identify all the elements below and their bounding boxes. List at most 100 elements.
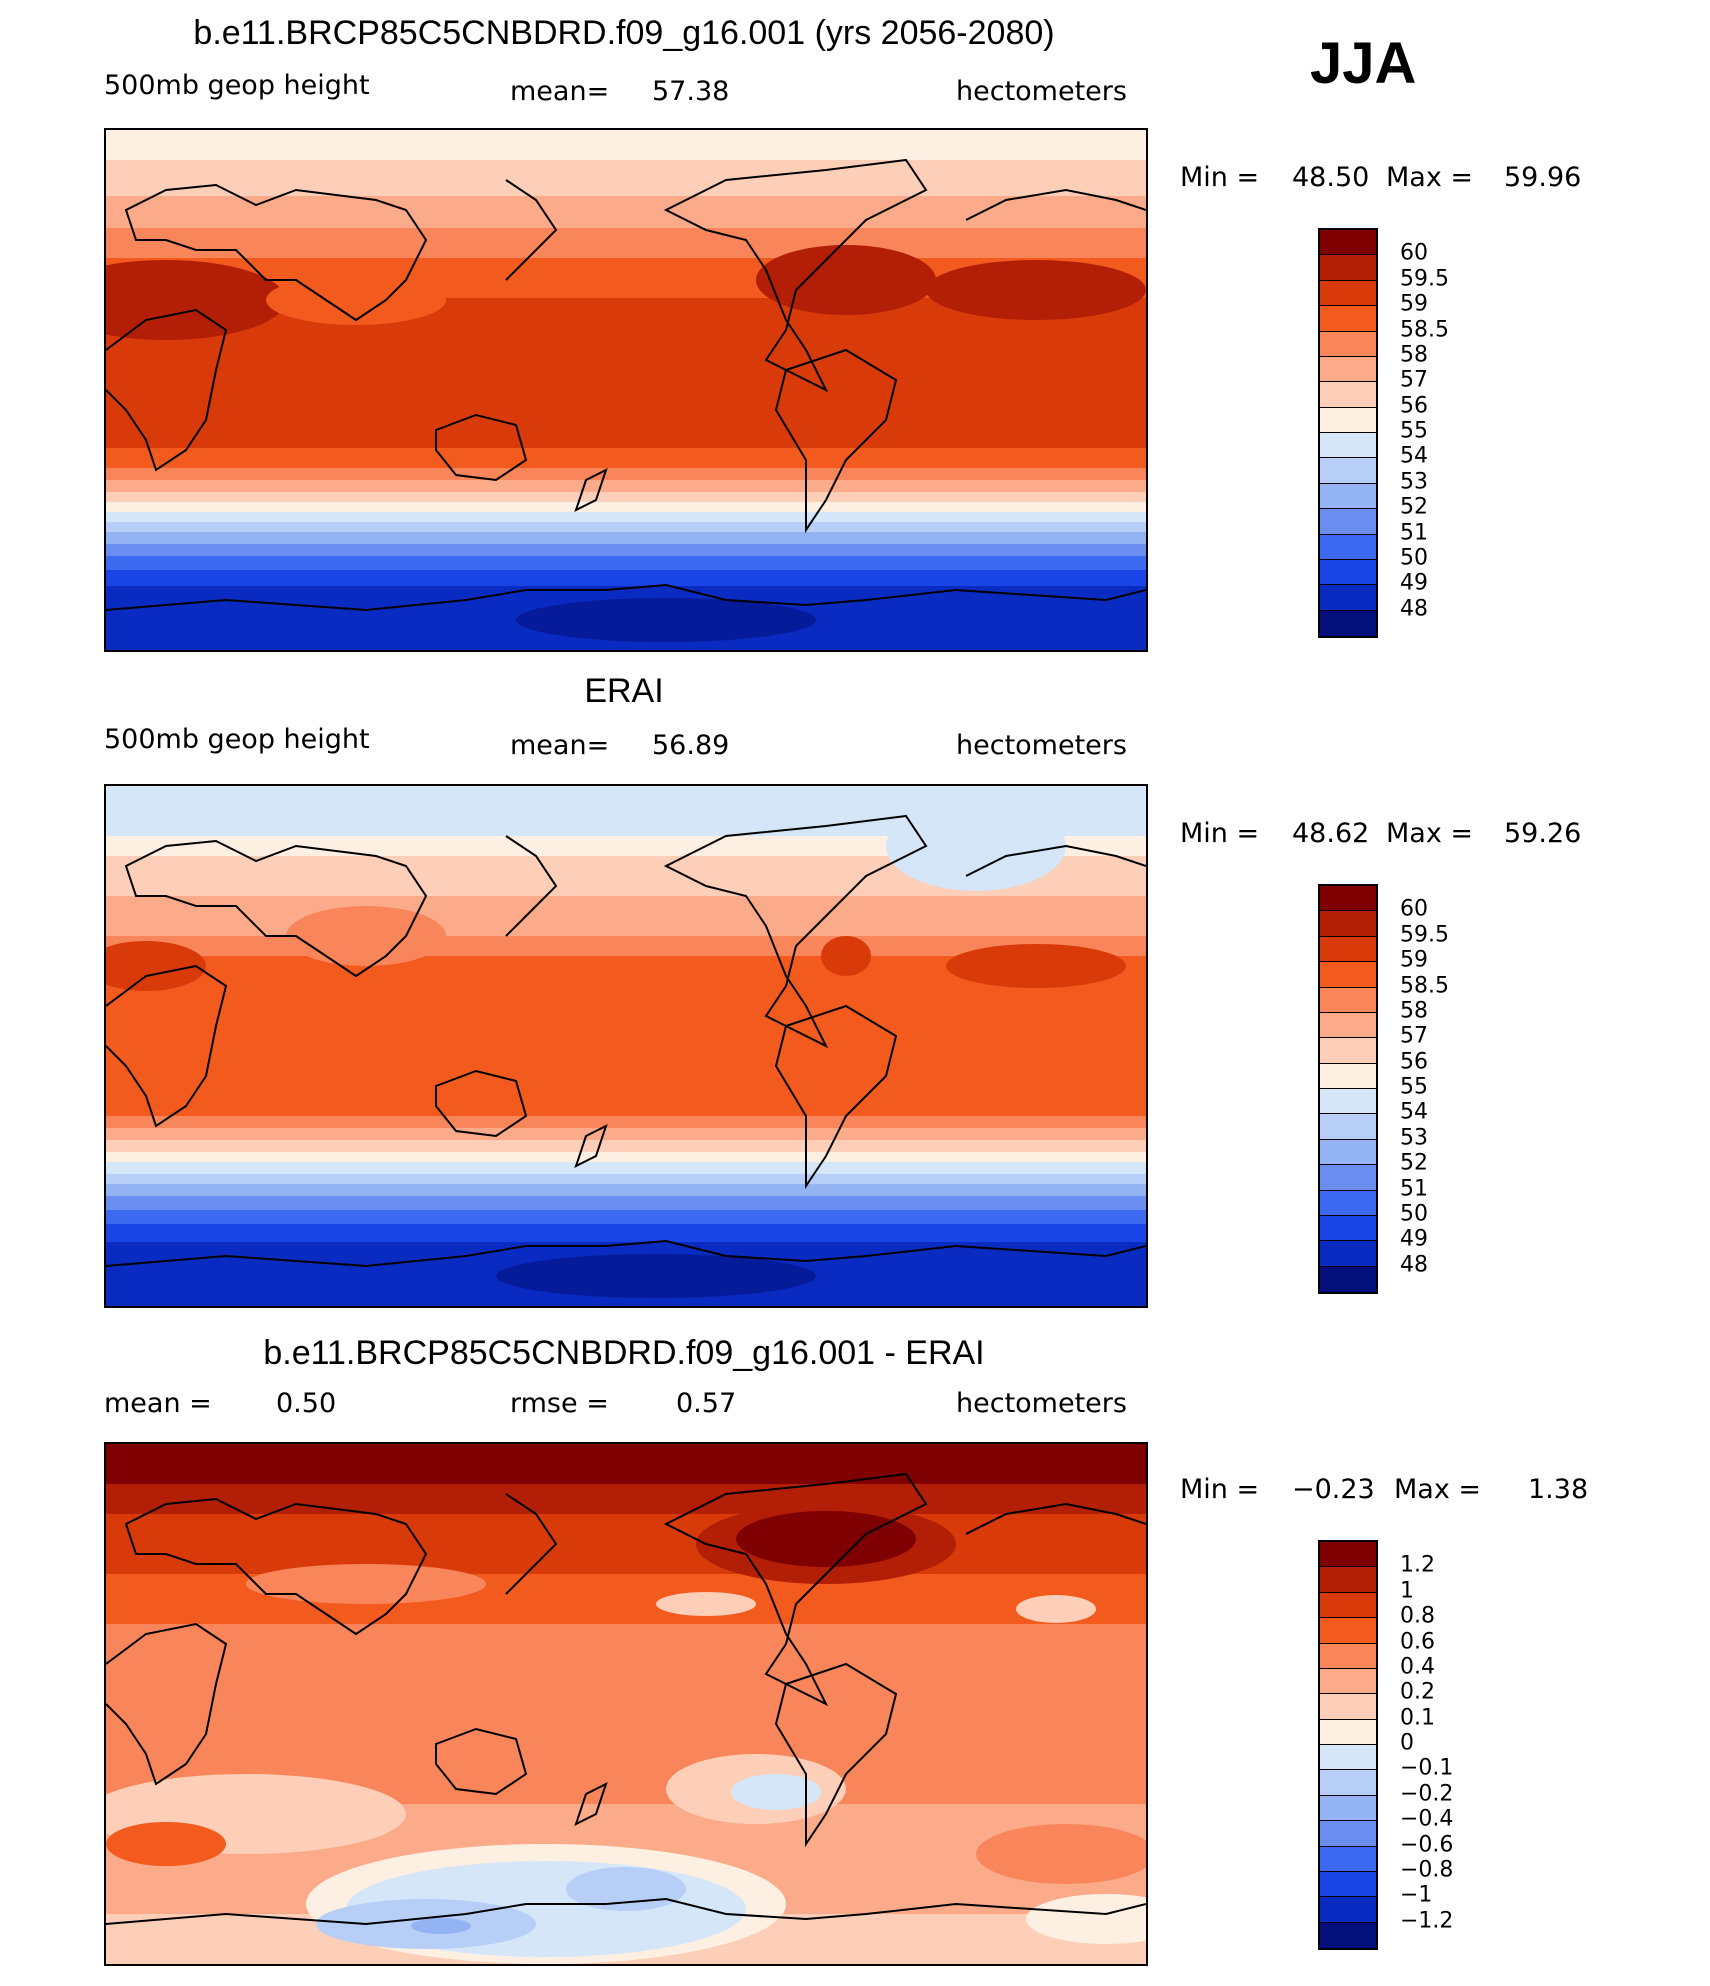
- colorbar-segment: [1320, 306, 1376, 332]
- colorbar-tick-label: 48: [1400, 1252, 1428, 1278]
- colorbar-tick-label: 0.2: [1400, 1679, 1435, 1705]
- panel-2-map-svg: [106, 786, 1146, 1306]
- panel-1-max-value: 59.96: [1504, 162, 1582, 193]
- colorbar-segment: [1320, 534, 1376, 560]
- colorbar-tick-label: 1: [1400, 1578, 1414, 1604]
- colorbar-tick-label: 60: [1400, 896, 1428, 922]
- panel-3-colorbar-labels: 1.2 1 0.8 0.6 0.4 0.2 0.1 0 −0.1 −0.2 −0.4 −0.6 −0.8…: [1400, 1540, 1480, 1950]
- panel-2-mean-label: mean=: [510, 730, 610, 761]
- colorbar-segment: [1320, 886, 1376, 912]
- panel-2-colorbar: [1318, 884, 1378, 1294]
- colorbar-segment: [1320, 407, 1376, 433]
- colorbar-segment: [1320, 1114, 1376, 1140]
- colorbar-segment: [1320, 1567, 1376, 1593]
- colorbar-segment: [1320, 1241, 1376, 1267]
- colorbar-tick-label: 49: [1400, 1226, 1428, 1252]
- colorbar-tick-label: 57: [1400, 1023, 1428, 1049]
- colorbar-tick-label: 59: [1400, 947, 1428, 973]
- colorbar-segment: [1320, 1165, 1376, 1191]
- panel-1-mean-label: mean=: [510, 76, 610, 107]
- colorbar-segment: [1320, 1592, 1376, 1619]
- panel-1-units: hectometers: [956, 76, 1127, 107]
- colorbar-segment: [1320, 1871, 1376, 1898]
- colorbar-segment: [1320, 331, 1376, 357]
- colorbar-segment: [1320, 911, 1376, 937]
- colorbar-tick-label: −0.4: [1400, 1806, 1454, 1832]
- panel-2-max-value: 59.26: [1504, 818, 1582, 849]
- panel-2-min-value: 48.62: [1292, 818, 1370, 849]
- colorbar-segment: [1320, 1190, 1376, 1216]
- colorbar-tick-label: 57: [1400, 367, 1428, 393]
- panel-2-min-label: Min =: [1180, 818, 1260, 849]
- colorbar-tick-label: 53: [1400, 1125, 1428, 1151]
- panel-1-map-svg: [106, 130, 1146, 650]
- colorbar-tick-label: 52: [1400, 1150, 1428, 1176]
- colorbar-tick-label: 52: [1400, 494, 1428, 520]
- colorbar-segment: [1320, 962, 1376, 988]
- colorbar-segment: [1320, 1215, 1376, 1242]
- colorbar-segment: [1320, 230, 1376, 256]
- panel-2-title: ERAI: [584, 672, 664, 710]
- colorbar-tick-label: −0.1: [1400, 1755, 1454, 1781]
- colorbar-tick-label: 60: [1400, 240, 1428, 266]
- colorbar-tick-label: 59: [1400, 291, 1428, 317]
- colorbar-tick-label: 59.5: [1400, 922, 1449, 948]
- colorbar-tick-label: 58: [1400, 998, 1428, 1024]
- panel-3-mean-value: 0.50: [276, 1388, 337, 1419]
- colorbar-tick-label: 54: [1400, 1099, 1428, 1125]
- colorbar-tick-label: 55: [1400, 418, 1428, 444]
- colorbar-tick-label: 59.5: [1400, 266, 1449, 292]
- colorbar-segment: [1320, 1063, 1376, 1089]
- panel-3-rmse-value: 0.57: [676, 1388, 737, 1419]
- panel-3-max-value: 1.38: [1528, 1474, 1589, 1505]
- colorbar-segment: [1320, 356, 1376, 383]
- colorbar-segment: [1320, 610, 1376, 636]
- panel-1-mean-value: 57.38: [652, 76, 730, 107]
- colorbar-segment: [1320, 1668, 1376, 1695]
- colorbar-segment: [1320, 1897, 1376, 1923]
- colorbar-segment: [1320, 1846, 1376, 1872]
- colorbar-tick-label: 0.6: [1400, 1629, 1435, 1654]
- colorbar-segment: [1320, 1618, 1376, 1644]
- colorbar-segment: [1320, 1922, 1376, 1948]
- colorbar-tick-label: −1.2: [1400, 1908, 1454, 1934]
- panel-1-map: [104, 128, 1148, 652]
- colorbar-tick-label: 49: [1400, 570, 1428, 596]
- colorbar-tick-label: 0.4: [1400, 1654, 1435, 1680]
- panel-1-max-label: Max =: [1386, 162, 1474, 193]
- colorbar-segment: [1320, 1266, 1376, 1292]
- colorbar-tick-label: −0.8: [1400, 1857, 1454, 1883]
- panel-3-mean-label: mean =: [104, 1388, 212, 1419]
- colorbar-tick-label: 54: [1400, 443, 1428, 469]
- colorbar-tick-label: 0.1: [1400, 1705, 1435, 1731]
- colorbar-tick-label: 0: [1400, 1730, 1414, 1756]
- colorbar-segment: [1320, 987, 1376, 1013]
- colorbar-tick-label: 56: [1400, 393, 1428, 419]
- colorbar-segment: [1320, 1139, 1376, 1166]
- colorbar-segment: [1320, 382, 1376, 408]
- colorbar-tick-label: 56: [1400, 1049, 1428, 1075]
- colorbar-segment: [1320, 1694, 1376, 1720]
- panel-2-left-label: 500mb geop height: [104, 724, 370, 755]
- colorbar-tick-label: −0.2: [1400, 1781, 1454, 1807]
- season-label: JJA: [1310, 31, 1417, 96]
- colorbar-tick-label: 51: [1400, 1176, 1428, 1201]
- panel-3-map-svg: [106, 1444, 1146, 1964]
- colorbar-segment: [1320, 1012, 1376, 1039]
- panel-2-mean-value: 56.89: [652, 730, 730, 761]
- panel-3-max-label: Max =: [1394, 1474, 1482, 1505]
- panel-2-units: hectometers: [956, 730, 1127, 761]
- colorbar-segment: [1320, 458, 1376, 484]
- colorbar-tick-label: 50: [1400, 545, 1428, 571]
- colorbar-segment: [1320, 1745, 1376, 1771]
- colorbar-segment: [1320, 1821, 1376, 1847]
- panel-3-min-value: −0.23: [1292, 1474, 1375, 1505]
- colorbar-tick-label: 0.8: [1400, 1603, 1435, 1629]
- colorbar-tick-label: 58.5: [1400, 973, 1449, 998]
- colorbar-segment: [1320, 1542, 1376, 1568]
- colorbar-tick-label: 58.5: [1400, 317, 1449, 342]
- panel-2-colorbar-labels: 60 59.5 59 58.5 58 57 56 55 54 53 52 51 50 49 48: [1400, 884, 1480, 1294]
- colorbar-segment: [1320, 433, 1376, 459]
- panel-1-left-label: 500mb geop height: [104, 70, 370, 101]
- colorbar-segment: [1320, 1719, 1376, 1745]
